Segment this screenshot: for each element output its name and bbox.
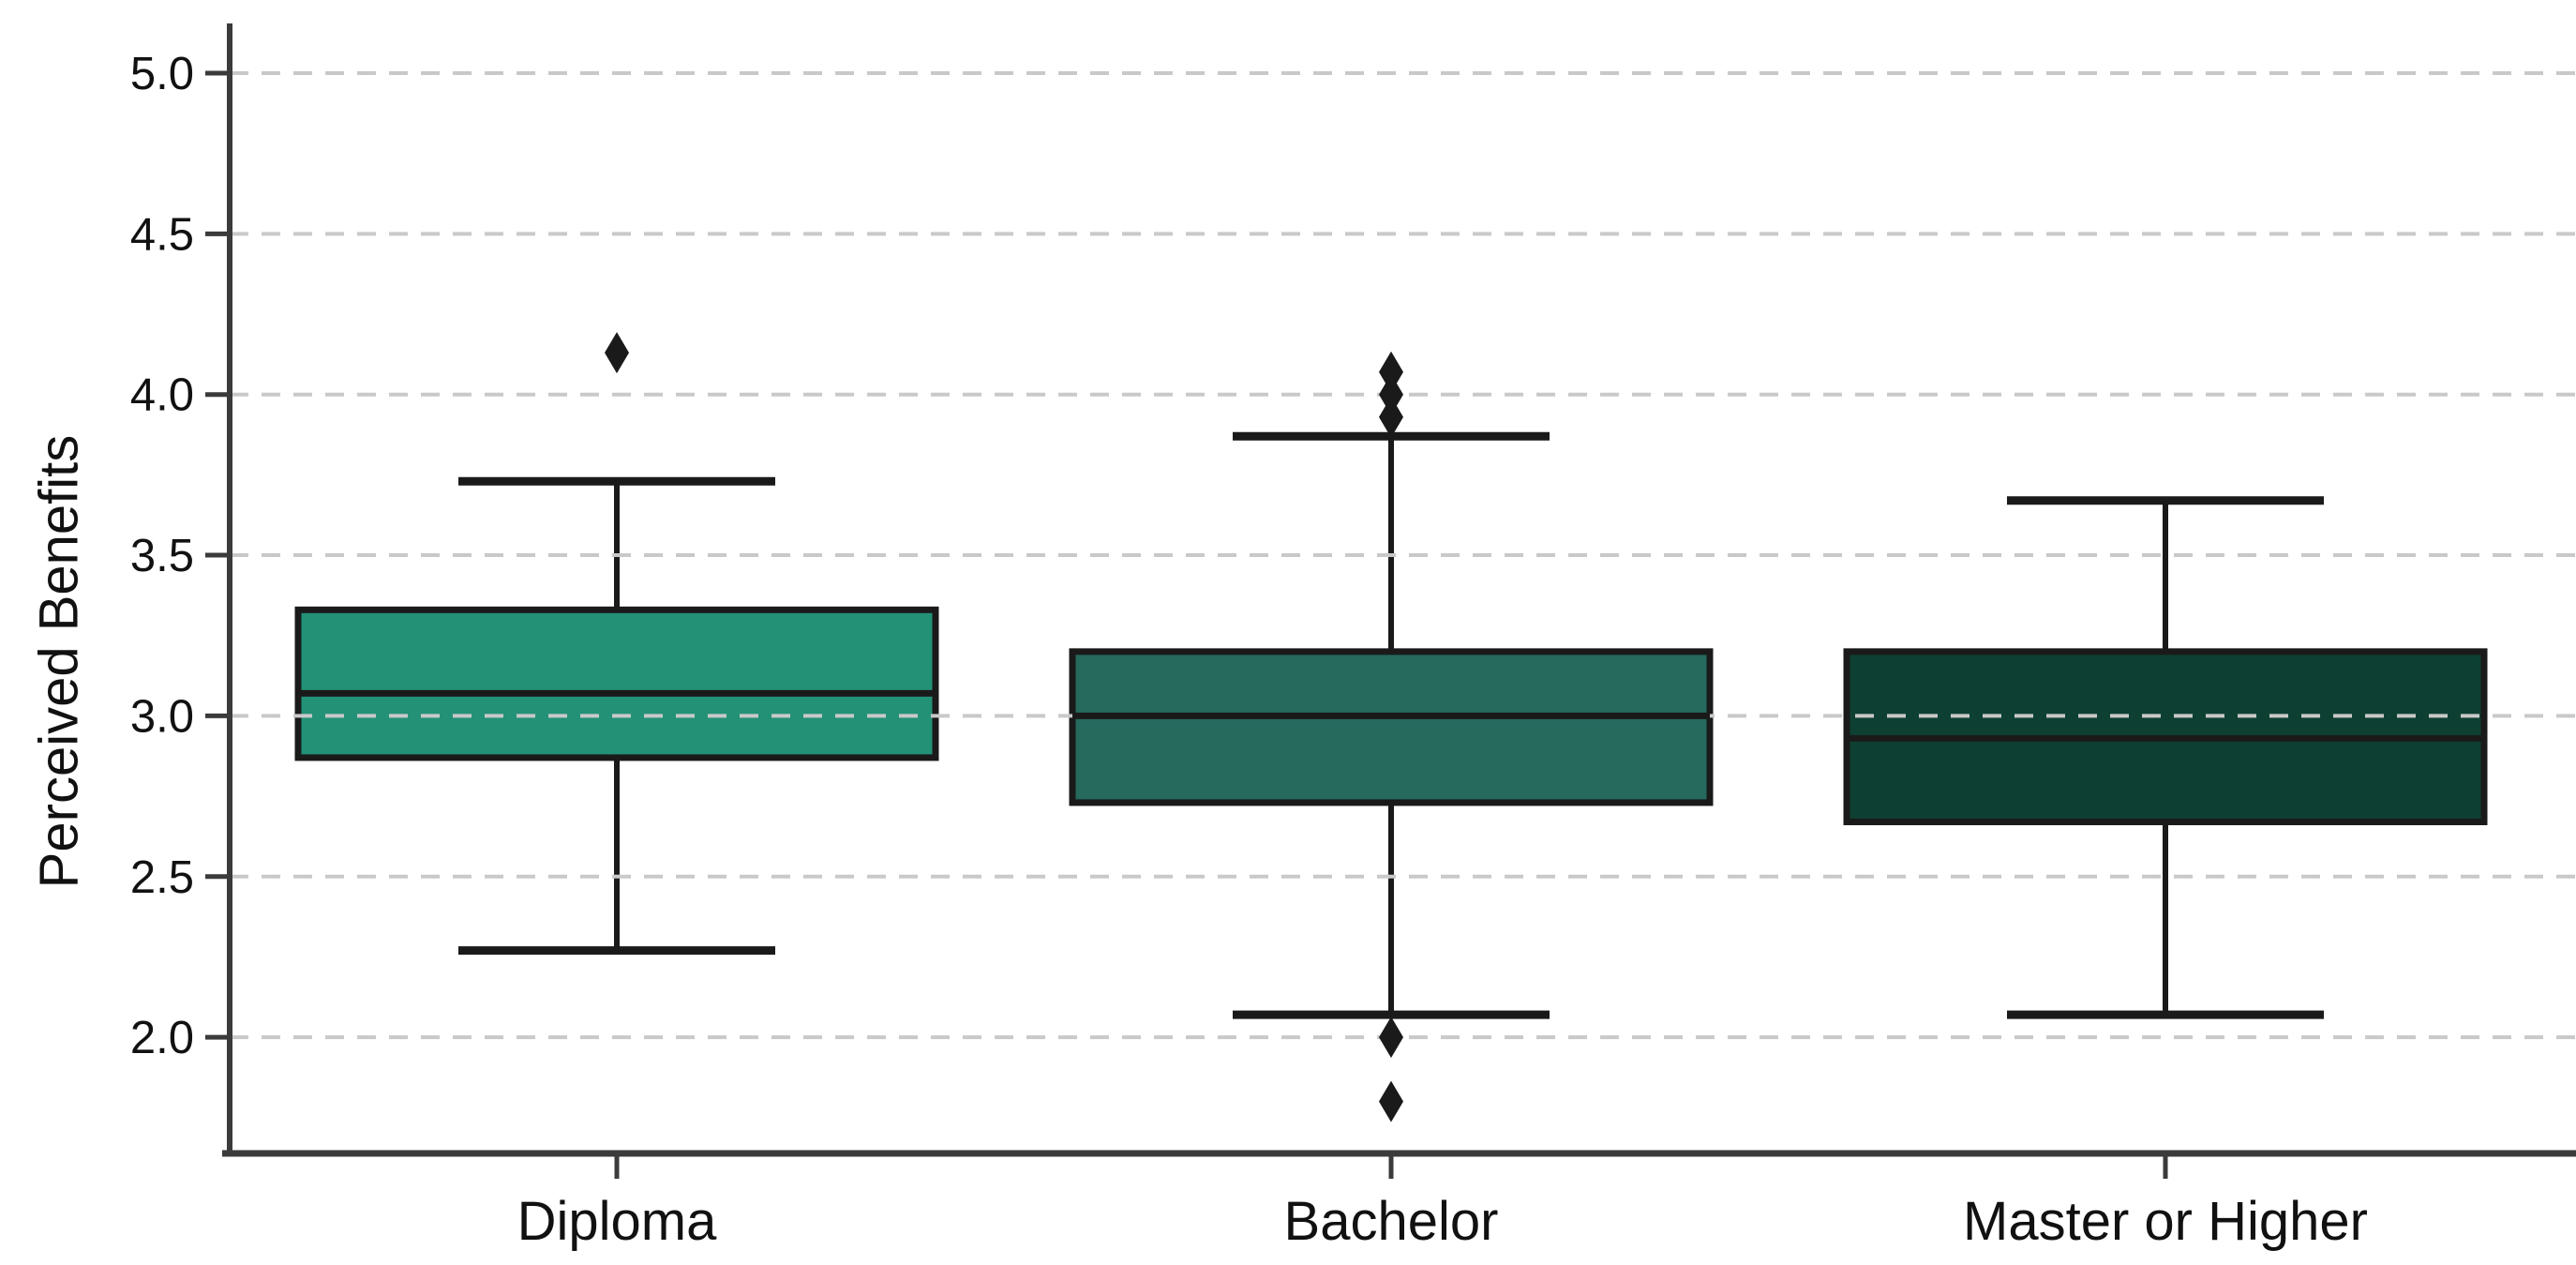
- y-tick-label: 5.0: [130, 49, 194, 99]
- outlier-diamond: [1379, 373, 1403, 415]
- y-tick-label: 2.5: [130, 852, 194, 903]
- box-diploma: [294, 606, 939, 761]
- outlier-diamond: [1379, 1017, 1403, 1059]
- y-tick-label: 3.0: [130, 691, 194, 742]
- outlier-diamond: [605, 332, 629, 374]
- outlier-diamond: [1379, 351, 1403, 393]
- x-category-label: Bachelor: [1284, 1191, 1499, 1252]
- box-bachelor: [1069, 648, 1714, 806]
- outlier-diamond: [1379, 1080, 1403, 1122]
- x-category-label: Master or Higher: [1963, 1191, 2368, 1252]
- y-tick-label: 4.5: [130, 209, 194, 260]
- y-tick-label: 2.0: [130, 1013, 194, 1063]
- outlier-diamond: [1379, 396, 1403, 438]
- x-category-label: Diploma: [517, 1191, 717, 1252]
- y-axis-title: Perceived Benefits: [28, 434, 90, 889]
- y-tick-label: 4.0: [130, 370, 194, 421]
- y-tick-label: 3.5: [130, 531, 194, 581]
